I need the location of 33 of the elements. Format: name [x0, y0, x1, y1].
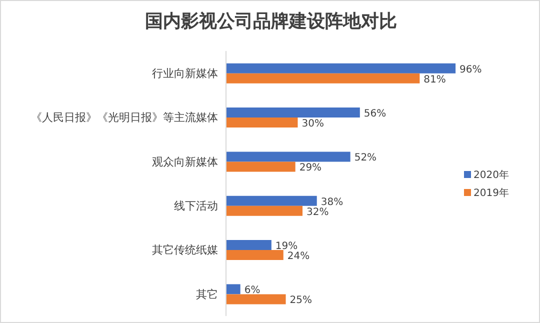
bar — [226, 63, 456, 74]
bar — [226, 108, 360, 118]
bar — [226, 73, 420, 84]
bar — [226, 294, 286, 304]
data-label: 30% — [302, 118, 324, 130]
y-tick-label: 观众向新媒体 — [152, 155, 218, 168]
bar — [226, 196, 317, 206]
legend-label: 2019年 — [474, 186, 509, 200]
bar — [226, 162, 296, 172]
data-label: 38% — [320, 196, 344, 208]
data-label: 56% — [364, 108, 386, 120]
data-label: 96% — [460, 64, 482, 76]
data-label: 6% — [244, 285, 260, 296]
data-label: 25% — [290, 295, 312, 306]
y-tick-label: 行业向新媒体 — [152, 66, 218, 80]
y-tick-label: 其它 — [196, 288, 218, 301]
data-label: 32% — [306, 206, 329, 218]
data-label: 81% — [424, 74, 446, 86]
bar — [226, 250, 284, 260]
bar — [226, 152, 350, 162]
y-tick-label: 其它传统纸媒 — [152, 244, 218, 257]
chart-title: 国内影视公司品牌建设阵地对比 — [144, 10, 398, 33]
y-tick-label: 《人民日报》《光明日报》等主流媒体 — [31, 111, 218, 124]
data-label: 24% — [287, 251, 310, 262]
data-label: 52% — [354, 152, 377, 164]
data-label: 19% — [275, 241, 298, 252]
legend-label: 2020年 — [474, 168, 509, 182]
bar — [226, 118, 298, 128]
bar — [226, 240, 272, 250]
data-label: 29% — [299, 162, 322, 174]
bar — [226, 206, 303, 216]
bar — [226, 284, 240, 294]
y-tick-label: 线下活动 — [174, 199, 218, 212]
